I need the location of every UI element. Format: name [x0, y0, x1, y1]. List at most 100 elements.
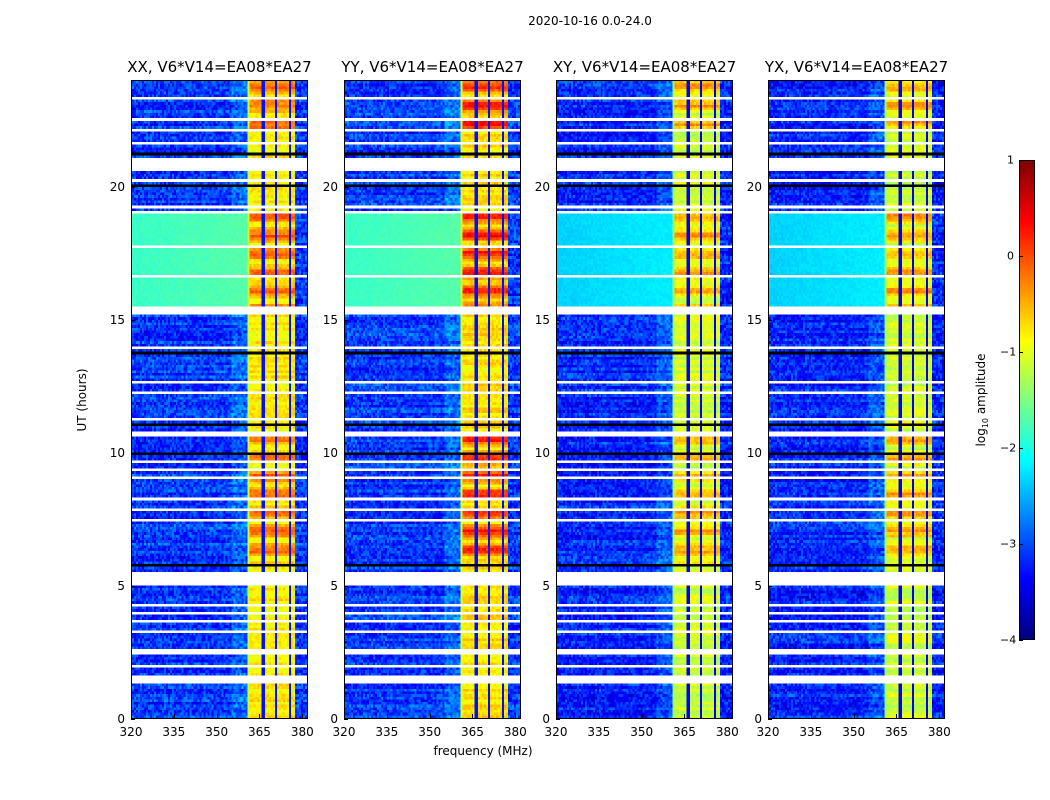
spectrogram-image-xx — [132, 81, 307, 718]
colorbar-tick-label: −4 — [1000, 633, 1017, 647]
xtick-label: 320 — [544, 725, 568, 739]
xtick-label: 365 — [885, 725, 908, 739]
colorbar-tick-mark — [1019, 448, 1023, 449]
xtick-label: 335 — [162, 725, 186, 739]
figure-suptitle: 2020-10-16 0.0-24.0 — [528, 14, 652, 28]
xtick-label: 365 — [673, 725, 696, 739]
ytick-mark — [131, 319, 135, 321]
ytick-mark — [344, 719, 348, 720]
xtick-label: 320 — [756, 725, 780, 739]
ytick-mark — [768, 719, 772, 720]
ytick-mark — [768, 319, 772, 321]
xtick-label: 380 — [927, 725, 951, 739]
ytick-mark — [131, 719, 135, 720]
ytick-label: 20 — [322, 179, 338, 194]
xtick-mark — [472, 714, 474, 718]
ytick-mark — [768, 452, 772, 454]
xtick-label: 350 — [418, 725, 442, 739]
ytick-mark — [131, 585, 135, 587]
xtick-mark — [302, 714, 304, 718]
ytick-mark — [344, 186, 348, 188]
ytick-mark — [556, 186, 560, 188]
ytick-label: 10 — [322, 445, 338, 460]
colorbar-tick-label: 1 — [1007, 153, 1014, 167]
xtick-mark — [556, 714, 557, 718]
ytick-label: 15 — [746, 312, 762, 327]
y-axis-label: UT (hours) — [75, 368, 89, 432]
ytick-label: 15 — [322, 312, 338, 327]
panel-title-xy: XY, V6*V14=EA08*EA27 — [552, 58, 737, 76]
ytick-mark — [131, 186, 135, 188]
xtick-mark — [515, 714, 517, 718]
colorbar-tick-label: −3 — [1000, 537, 1017, 551]
xtick-label: 380 — [715, 725, 739, 739]
xtick-mark — [344, 714, 345, 718]
xtick-label: 320 — [332, 725, 356, 739]
ytick-label: 5 — [330, 578, 338, 593]
xtick-mark — [259, 714, 261, 718]
ytick-label: 0 — [117, 712, 125, 726]
xtick-label: 335 — [375, 725, 399, 739]
colorbar-tick-mark — [1019, 352, 1023, 353]
ytick-mark — [131, 452, 135, 454]
ytick-label: 5 — [542, 578, 550, 593]
panel-title-xx: XX, V6*V14=EA08*EA27 — [127, 58, 312, 76]
ytick-mark — [556, 585, 560, 587]
xtick-mark — [896, 714, 898, 718]
xtick-mark — [131, 714, 132, 718]
ytick-mark — [768, 186, 772, 188]
colorbar — [1019, 160, 1035, 640]
xtick-mark — [727, 714, 729, 718]
xtick-label: 335 — [799, 725, 823, 739]
xtick-mark — [853, 714, 855, 718]
xtick-mark — [684, 714, 686, 718]
xtick-label: 365 — [248, 725, 271, 739]
colorbar-tick-label: −2 — [1000, 441, 1017, 455]
ytick-label: 15 — [534, 312, 550, 327]
ytick-label: 5 — [754, 578, 762, 593]
colorbar-label: log10 amplitude — [973, 353, 991, 447]
colorbar-tick-mark — [1019, 544, 1023, 545]
xtick-mark — [810, 714, 812, 718]
xtick-mark — [939, 714, 941, 718]
xtick-mark — [641, 714, 643, 718]
xtick-label: 350 — [842, 725, 866, 739]
ytick-mark — [556, 452, 560, 454]
colorbar-tick-label: 0 — [1007, 249, 1014, 263]
panel-title-yx: YX, V6*V14=EA08*EA27 — [764, 58, 949, 76]
colorbar-tick-mark — [1019, 640, 1023, 641]
spectrogram-xy — [556, 80, 733, 719]
ytick-mark — [556, 319, 560, 321]
xtick-label: 320 — [119, 725, 143, 739]
ytick-label: 20 — [746, 179, 762, 194]
ytick-label: 5 — [117, 578, 125, 593]
panel-title-yy: YY, V6*V14=EA08*EA27 — [341, 58, 524, 76]
ytick-mark — [344, 585, 348, 587]
xtick-mark — [429, 714, 431, 718]
ytick-label: 10 — [746, 445, 762, 460]
x-axis-label: frequency (MHz) — [433, 744, 533, 758]
colorbar-tick-mark — [1019, 160, 1023, 161]
ytick-label: 10 — [534, 445, 550, 460]
xtick-label: 350 — [630, 725, 654, 739]
xtick-label: 335 — [587, 725, 611, 739]
colorbar-tick-mark — [1019, 256, 1023, 257]
spectrogram-yy — [344, 80, 521, 719]
xtick-label: 365 — [461, 725, 484, 739]
spectrogram-yx — [768, 80, 945, 719]
xtick-mark — [386, 714, 388, 718]
spectrogram-image-yy — [345, 81, 520, 718]
spectrogram-image-yx — [769, 81, 944, 718]
ytick-label: 0 — [754, 712, 762, 726]
spectrogram-xx — [131, 80, 308, 719]
ytick-label: 20 — [109, 179, 125, 194]
spectrogram-image-xy — [557, 81, 732, 718]
ytick-label: 0 — [330, 712, 338, 726]
ytick-mark — [344, 319, 348, 321]
colorbar-tick-label: −1 — [1000, 345, 1017, 359]
xtick-label: 350 — [205, 725, 229, 739]
xtick-mark — [598, 714, 600, 718]
ytick-label: 0 — [542, 712, 550, 726]
xtick-mark — [173, 714, 175, 718]
ytick-mark — [344, 452, 348, 454]
